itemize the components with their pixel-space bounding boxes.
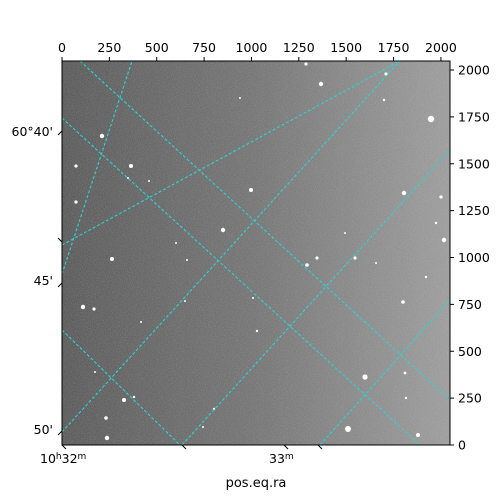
star xyxy=(427,115,435,123)
star xyxy=(92,307,96,311)
star xyxy=(175,242,177,244)
dec-tick-mark xyxy=(57,282,63,288)
star xyxy=(132,395,136,399)
y-tick-label: 1250 xyxy=(458,203,490,218)
star xyxy=(304,62,308,66)
grid-line xyxy=(62,61,401,246)
star xyxy=(403,371,407,375)
x-tick-label: 750 xyxy=(192,40,216,55)
grid-line xyxy=(79,61,450,401)
star xyxy=(184,300,186,302)
grid-line xyxy=(62,329,181,445)
star xyxy=(424,275,428,279)
dec-tick-label: 50' xyxy=(34,422,53,437)
star xyxy=(186,259,188,261)
ra-tick-mark xyxy=(181,444,187,450)
bottom-ra-axis: 10h32m 33m pos.eq.ra xyxy=(40,444,323,491)
dec-tick-label: 45' xyxy=(34,273,53,288)
star xyxy=(318,81,324,87)
x-tick-label: 500 xyxy=(145,40,169,55)
x-tick-label: 1000 xyxy=(236,40,268,55)
star xyxy=(110,257,114,261)
star xyxy=(140,321,142,323)
x-tick-label: 0 xyxy=(58,40,66,55)
star xyxy=(94,371,96,373)
star-field xyxy=(74,62,447,441)
grid-line xyxy=(62,61,133,275)
star xyxy=(255,329,259,333)
star xyxy=(202,426,204,428)
coordinate-grid xyxy=(62,61,450,445)
star xyxy=(305,263,309,267)
star xyxy=(252,297,254,299)
star xyxy=(129,164,133,168)
star xyxy=(416,433,420,437)
star xyxy=(122,398,126,402)
grid-line xyxy=(62,61,401,433)
x-tick-label: 250 xyxy=(97,40,121,55)
star xyxy=(99,133,105,139)
star xyxy=(212,407,216,411)
x-tick-label: 1500 xyxy=(330,40,362,55)
y-tick-label: 500 xyxy=(458,344,482,359)
image-panel xyxy=(61,60,451,446)
grid-line xyxy=(319,299,450,445)
star xyxy=(382,98,386,102)
right-pixel-axis: 0 250 500 750 1000 1250 1500 1750 2000 xyxy=(450,63,490,453)
dec-tick-label: 60°40' xyxy=(12,124,54,139)
star xyxy=(375,262,377,264)
y-tick-label: 1750 xyxy=(458,109,490,124)
star xyxy=(441,237,447,243)
star xyxy=(344,232,346,234)
star xyxy=(353,256,357,260)
sky-noise xyxy=(62,61,450,445)
star xyxy=(434,221,438,225)
y-tick-label: 0 xyxy=(458,438,466,453)
ra-tick-mark xyxy=(61,444,67,450)
top-pixel-axis: 0 250 500 750 1000 1250 1500 1750 2000 xyxy=(58,40,457,61)
star xyxy=(345,426,351,432)
y-tick-label: 750 xyxy=(458,297,482,312)
star xyxy=(148,180,150,182)
y-tick-label: 2000 xyxy=(458,63,490,78)
plot-frame xyxy=(61,60,451,446)
dec-tick-mark xyxy=(57,130,63,136)
star xyxy=(239,97,241,99)
star xyxy=(104,416,108,420)
left-dec-axis: 60°40' 45' 50' xyxy=(12,124,63,437)
star xyxy=(401,190,407,196)
star xyxy=(439,195,443,199)
star xyxy=(80,304,86,310)
star xyxy=(362,374,368,380)
star xyxy=(220,227,226,233)
y-tick-label: 1000 xyxy=(458,250,490,265)
ra-tick-mark xyxy=(317,444,323,450)
star xyxy=(74,164,78,168)
grid-line xyxy=(62,117,421,445)
ra-tick-label: 10h32m xyxy=(40,451,86,466)
dec-tick-mark xyxy=(57,237,63,243)
dec-tick-mark xyxy=(57,430,63,436)
x-tick-label: 1250 xyxy=(283,40,315,55)
ra-tick-mark xyxy=(283,444,289,450)
star xyxy=(401,300,405,304)
star xyxy=(404,396,408,400)
star xyxy=(249,188,253,192)
y-tick-label: 1500 xyxy=(458,156,490,171)
x-tick-label: 2000 xyxy=(425,40,457,55)
x-tick-label: 1750 xyxy=(378,40,410,55)
y-tick-label: 250 xyxy=(458,391,482,406)
star xyxy=(104,435,110,441)
x-axis-title: pos.eq.ra xyxy=(226,476,287,491)
star xyxy=(315,256,319,260)
star xyxy=(74,200,78,204)
grid-line xyxy=(181,149,450,445)
ra-tick-label: 33m xyxy=(269,451,294,466)
star xyxy=(127,177,129,179)
